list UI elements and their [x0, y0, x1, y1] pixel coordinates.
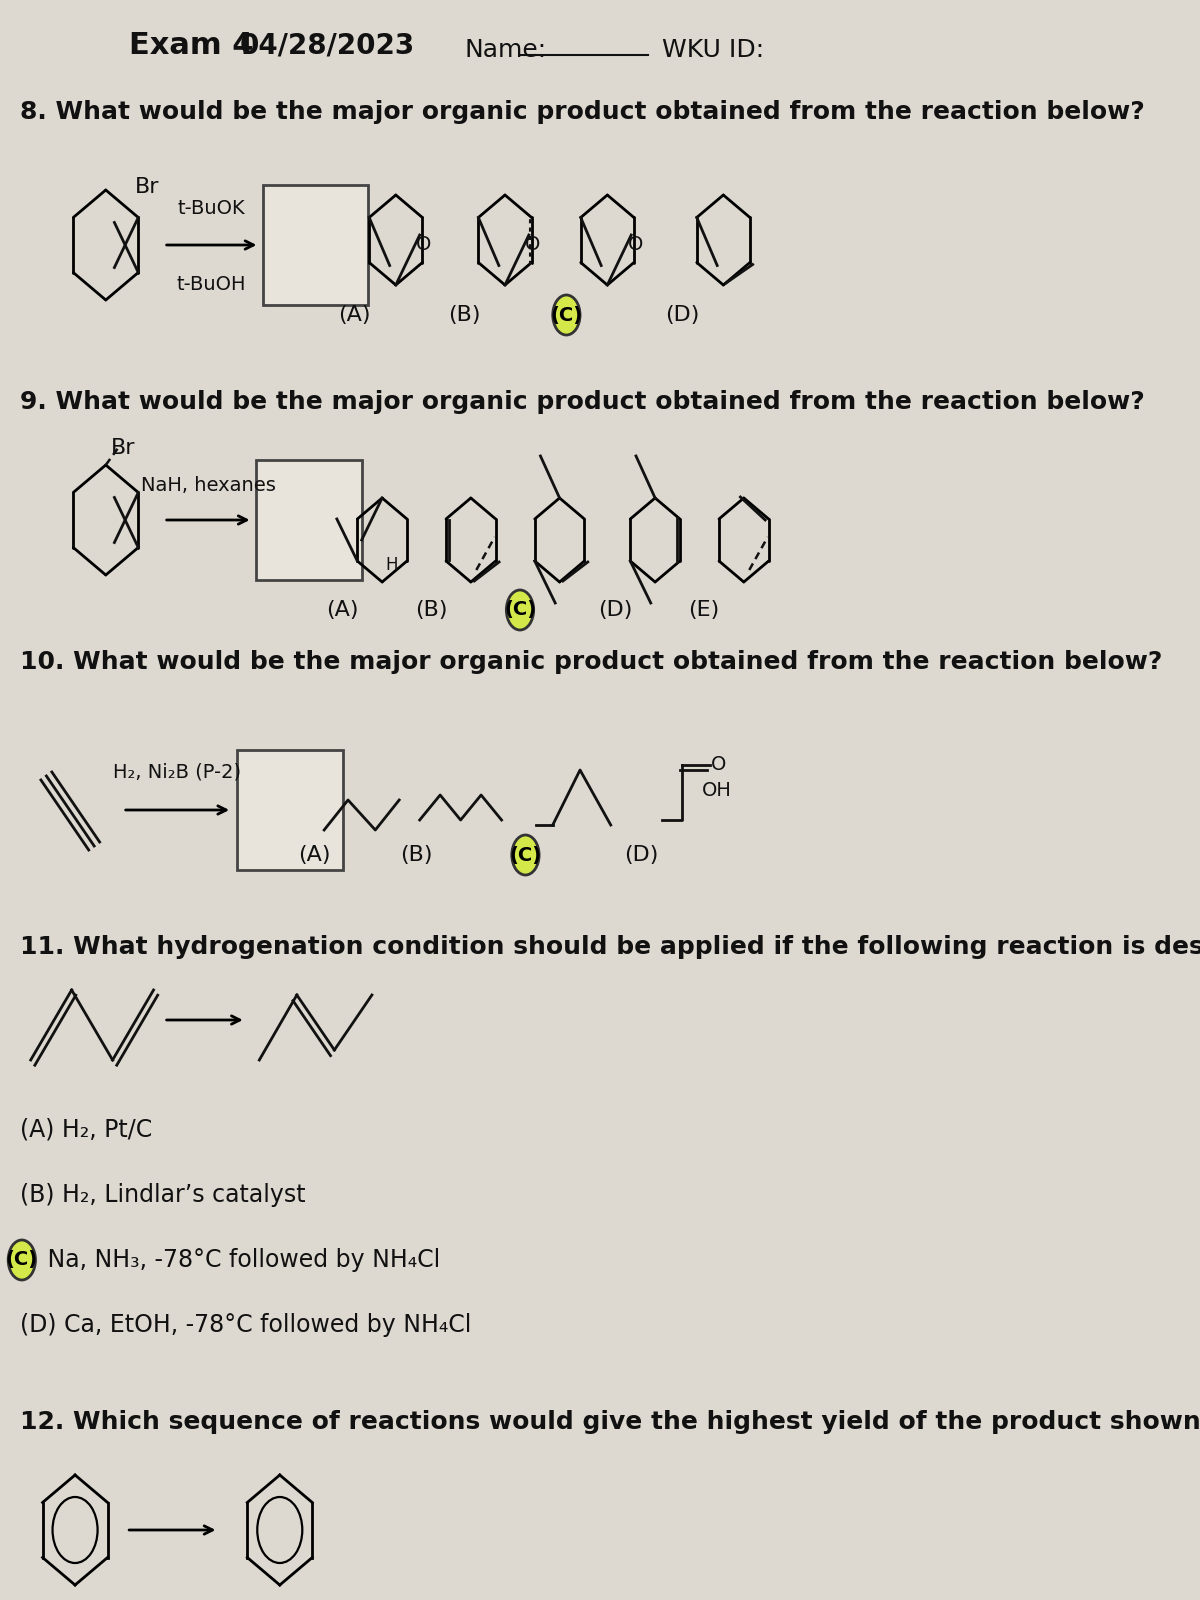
Text: OH: OH [702, 781, 731, 800]
Circle shape [8, 1240, 36, 1280]
Text: (A): (A) [338, 306, 371, 325]
Text: O: O [628, 235, 643, 254]
Text: (B): (B) [448, 306, 480, 325]
Text: (D): (D) [599, 600, 632, 619]
Text: (C): (C) [509, 845, 541, 864]
Circle shape [553, 294, 580, 334]
Text: H: H [385, 557, 398, 574]
Text: Na, NH₃, -78°C followed by NH₄Cl: Na, NH₃, -78°C followed by NH₄Cl [40, 1248, 440, 1272]
Text: t-BuOH: t-BuOH [176, 275, 246, 294]
Bar [256, 461, 361, 579]
Text: 12. Which sequence of reactions would give the highest yield of the product show: 12. Which sequence of reactions would gi… [20, 1410, 1200, 1434]
Text: 9. What would be the major organic product obtained from the reaction below?: 9. What would be the major organic produ… [20, 390, 1145, 414]
Text: Br: Br [134, 178, 158, 197]
Text: O: O [526, 235, 541, 254]
Text: t-BuOK: t-BuOK [178, 198, 245, 218]
Text: (B) H₂, Lindlar’s catalyst: (B) H₂, Lindlar’s catalyst [20, 1182, 306, 1206]
Text: Name:: Name: [464, 38, 546, 62]
Text: H₂, Ni₂B (P-2): H₂, Ni₂B (P-2) [113, 763, 241, 782]
Text: (C): (C) [6, 1251, 38, 1269]
Text: Br: Br [112, 438, 136, 458]
Text: (B): (B) [415, 600, 448, 619]
Text: (A): (A) [298, 845, 330, 866]
Text: (D): (D) [624, 845, 659, 866]
Text: (C): (C) [551, 306, 582, 325]
Text: WKU ID:: WKU ID: [662, 38, 764, 62]
Text: 04/28/2023: 04/28/2023 [240, 30, 415, 59]
Text: (E): (E) [689, 600, 720, 619]
Bar [263, 186, 368, 306]
Text: 8. What would be the major organic product obtained from the reaction below?: 8. What would be the major organic produ… [20, 99, 1145, 125]
Text: O: O [712, 755, 726, 774]
Text: 11. What hydrogenation condition should be applied if the following reaction is : 11. What hydrogenation condition should … [20, 934, 1200, 958]
Circle shape [511, 835, 539, 875]
Text: NaH, hexanes: NaH, hexanes [140, 477, 276, 494]
Text: Exam 4: Exam 4 [128, 30, 253, 59]
Text: (D) Ca, EtOH, -78°C followed by NH₄Cl: (D) Ca, EtOH, -78°C followed by NH₄Cl [20, 1314, 472, 1338]
Text: (D): (D) [665, 306, 700, 325]
Text: 10. What would be the major organic product obtained from the reaction below?: 10. What would be the major organic prod… [20, 650, 1163, 674]
Text: (C): (C) [504, 600, 536, 619]
Text: O: O [416, 235, 432, 254]
Circle shape [506, 590, 534, 630]
Text: (A): (A) [326, 600, 359, 619]
Text: (A) H₂, Pt/C: (A) H₂, Pt/C [20, 1118, 152, 1142]
Text: (B): (B) [400, 845, 432, 866]
Bar [238, 750, 343, 870]
